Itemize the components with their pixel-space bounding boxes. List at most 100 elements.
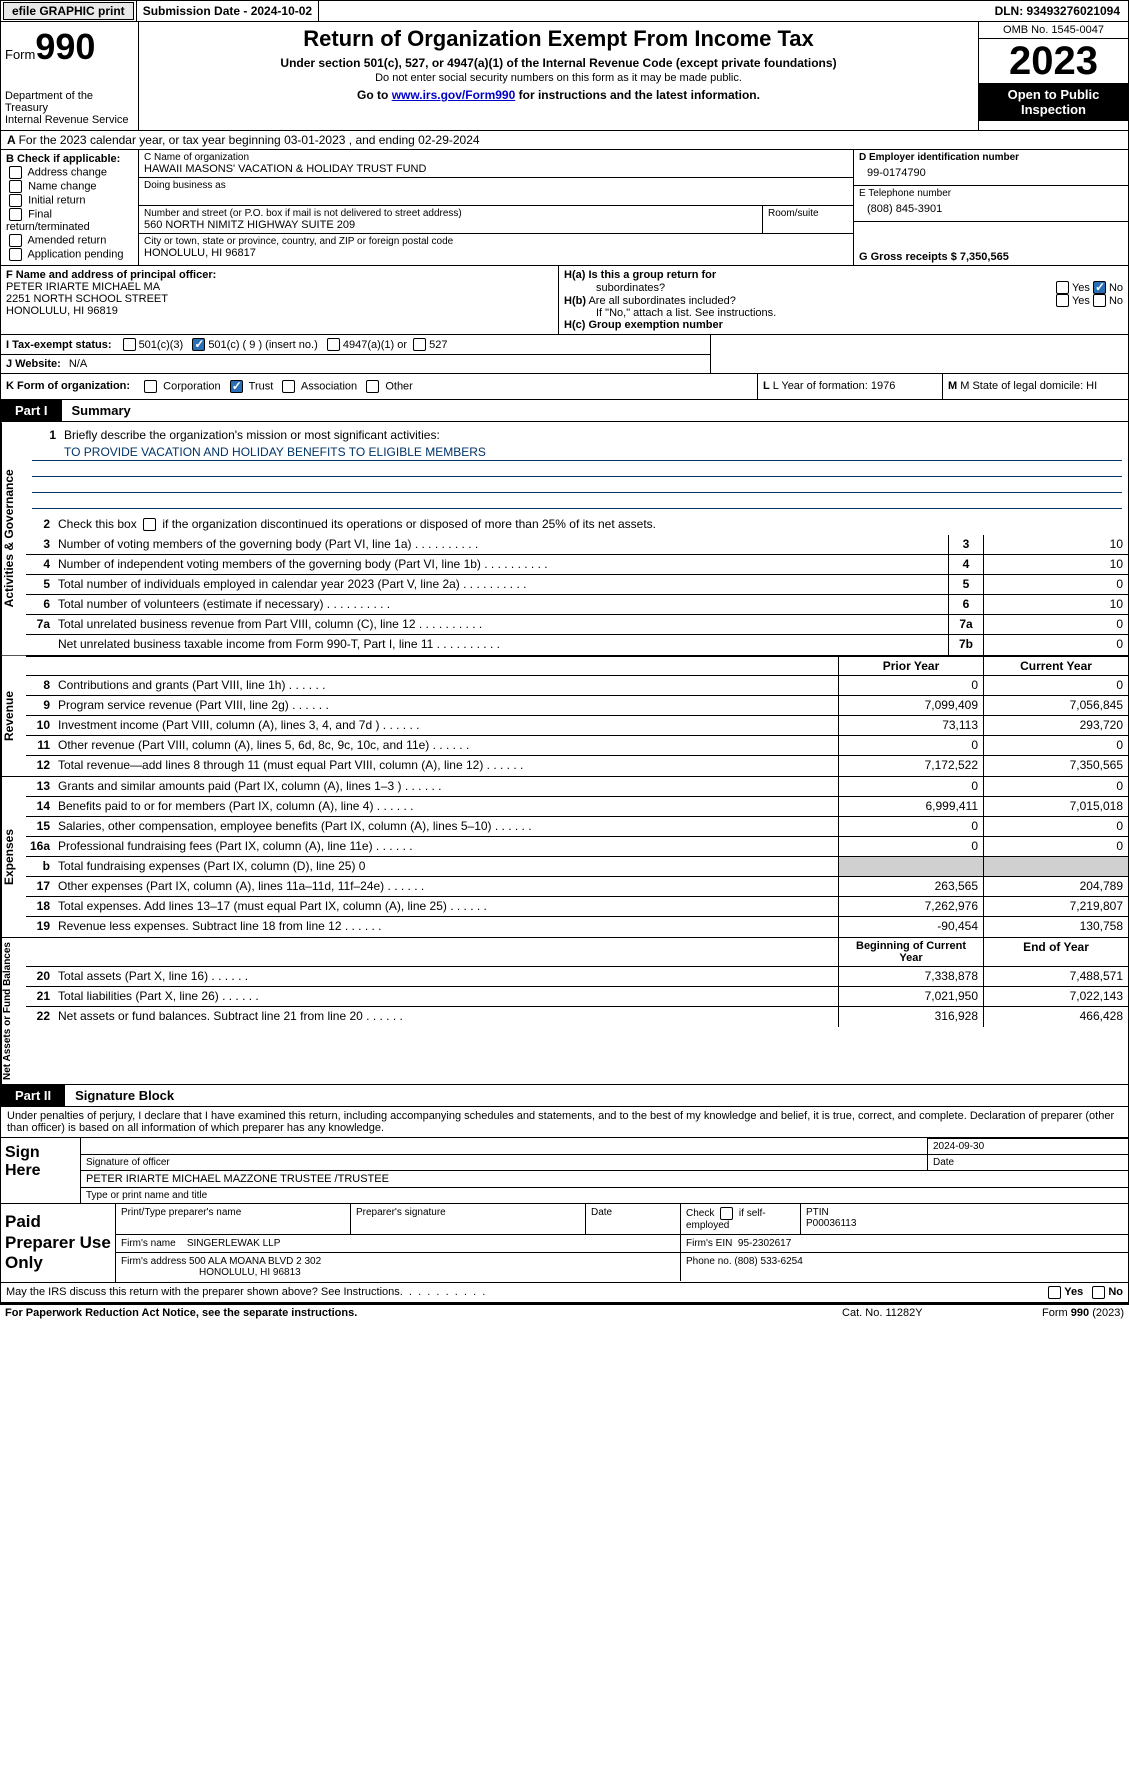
checkbox-hb-yes[interactable]: [1056, 294, 1069, 307]
checkbox-amended-return[interactable]: [9, 234, 22, 247]
phone-label: E Telephone number: [859, 188, 1123, 199]
addr-value: 560 NORTH NIMITZ HIGHWAY SUITE 209: [144, 219, 757, 231]
org-name-label: C Name of organization: [144, 152, 848, 163]
line-a-tax-year: A For the 2023 calendar year, or tax yea…: [0, 131, 1129, 150]
mission-value: TO PROVIDE VACATION AND HOLIDAY BENEFITS…: [32, 444, 1122, 461]
hb-note: If "No," attach a list. See instructions…: [564, 307, 1123, 319]
revenue-section: Revenue Prior Year Current Year 8 Contri…: [0, 656, 1129, 777]
firm-name: SINGERLEWAK LLP: [187, 1238, 281, 1249]
box-k: K Form of organization: Corporation Trus…: [1, 374, 758, 399]
dba-label: Doing business as: [144, 180, 848, 191]
checkbox-hb-no[interactable]: [1093, 294, 1106, 307]
firm-addr2: HONOLULU, HI 96813: [121, 1267, 675, 1278]
discuss-text: May the IRS discuss this return with the…: [6, 1286, 1045, 1298]
page-footer: For Paperwork Reduction Act Notice, see …: [0, 1303, 1129, 1321]
form-title: Return of Organization Exempt From Incom…: [143, 26, 974, 52]
checkbox-501c3[interactable]: [123, 338, 136, 351]
preparer-date-label: Date: [586, 1204, 681, 1234]
box-j: J Website: N/A: [0, 355, 711, 374]
table-row: 5 Total number of individuals employed i…: [26, 575, 1128, 595]
signature-declaration: Under penalties of perjury, I declare th…: [0, 1107, 1129, 1138]
checkbox-name-change[interactable]: [9, 180, 22, 193]
website-value: N/A: [69, 358, 87, 370]
checkbox-initial-return[interactable]: [9, 194, 22, 207]
checkbox-discuss-yes[interactable]: [1048, 1286, 1061, 1299]
checkbox-other[interactable]: [366, 380, 379, 393]
table-row: 11 Other revenue (Part VIII, column (A),…: [26, 736, 1128, 756]
sign-date: 2024-09-30: [928, 1138, 1128, 1154]
table-row: 22 Net assets or fund balances. Subtract…: [26, 1007, 1128, 1027]
box-b: B Check if applicable: Address change Na…: [1, 150, 139, 265]
irs-label: Internal Revenue Service: [5, 114, 134, 126]
header-subtitle-1: Under section 501(c), 527, or 4947(a)(1)…: [143, 56, 974, 70]
officer-addr2: HONOLULU, HI 96819: [6, 305, 553, 317]
paid-preparer-section: Paid Preparer Use Only Print/Type prepar…: [0, 1204, 1129, 1282]
firm-ein: 95-2302617: [738, 1238, 791, 1249]
checkbox-application-pending[interactable]: [9, 248, 22, 261]
table-row: 3 Number of voting members of the govern…: [26, 535, 1128, 555]
section-fh: F Name and address of principal officer:…: [0, 266, 1129, 335]
table-row: 16a Professional fundraising fees (Part …: [26, 837, 1128, 857]
ptin-label: PTIN: [806, 1207, 1123, 1218]
part2-title: Signature Block: [65, 1088, 174, 1103]
checkbox-discuss-no[interactable]: [1092, 1286, 1105, 1299]
sign-here-label: Sign Here: [1, 1138, 81, 1203]
irs-link[interactable]: www.irs.gov/Form990: [392, 88, 516, 102]
checkbox-527[interactable]: [413, 338, 426, 351]
firm-addr1: 500 ALA MOANA BLVD 2 302: [189, 1256, 321, 1267]
checkbox-association[interactable]: [282, 380, 295, 393]
efile-print-button[interactable]: efile GRAPHIC print: [3, 2, 134, 20]
table-row: 6 Total number of volunteers (estimate i…: [26, 595, 1128, 615]
box-f: F Name and address of principal officer:…: [1, 266, 559, 334]
checkbox-ha-yes[interactable]: [1056, 281, 1069, 294]
netassets-vlabel: Net Assets or Fund Balances: [1, 938, 26, 1084]
table-row: 9 Program service revenue (Part VIII, li…: [26, 696, 1128, 716]
checkbox-ha-no[interactable]: [1093, 281, 1106, 294]
section-bcd: B Check if applicable: Address change Na…: [0, 150, 1129, 266]
end-year-header: End of Year: [983, 938, 1128, 966]
checkbox-address-change[interactable]: [9, 166, 22, 179]
checkbox-final-return[interactable]: [9, 208, 22, 221]
preparer-name-label: Print/Type preparer's name: [116, 1204, 351, 1234]
table-row: 10 Investment income (Part VIII, column …: [26, 716, 1128, 736]
form-header: Form990 Department of the Treasury Inter…: [0, 22, 1129, 131]
top-bar: efile GRAPHIC print Submission Date - 20…: [0, 0, 1129, 22]
governance-vlabel: Activities & Governance: [1, 422, 26, 655]
checkbox-501c[interactable]: [192, 338, 205, 351]
checkbox-trust[interactable]: [230, 380, 243, 393]
checkbox-self-employed[interactable]: [720, 1207, 733, 1220]
box-c: C Name of organization HAWAII MASONS' VA…: [139, 150, 853, 265]
table-row: 17 Other expenses (Part IX, column (A), …: [26, 877, 1128, 897]
box-h: H(a) Is this a group return for subordin…: [559, 266, 1128, 334]
ptin-value: P00036113: [806, 1218, 1123, 1229]
paperwork-notice: For Paperwork Reduction Act Notice, see …: [5, 1307, 842, 1319]
header-right-col: OMB No. 1545-0047 2023 Open to Public In…: [978, 22, 1128, 130]
part2-header: Part II Signature Block: [0, 1085, 1129, 1107]
form-footer-label: Form 990 (2023): [1042, 1307, 1124, 1319]
table-row: 19 Revenue less expenses. Subtract line …: [26, 917, 1128, 937]
sign-here-section: Sign Here 2024-09-30 Signature of office…: [0, 1138, 1129, 1204]
table-row: 21 Total liabilities (Part X, line 26) 7…: [26, 987, 1128, 1007]
mission-label: Briefly describe the organization's miss…: [60, 426, 1122, 444]
part1-title: Summary: [62, 403, 131, 418]
part1-header: Part I Summary: [0, 400, 1129, 422]
ein-value: 99-0174790: [859, 163, 1123, 183]
preparer-sig-label: Preparer's signature: [351, 1204, 586, 1234]
box-m: M M State of legal domicile: HI: [943, 374, 1128, 399]
city-label: City or town, state or province, country…: [144, 236, 848, 247]
ein-label: D Employer identification number: [859, 152, 1123, 163]
phone-value: (808) 845-3901: [859, 199, 1123, 219]
box-d: D Employer identification number 99-0174…: [853, 150, 1128, 265]
name-title-label: Type or print name and title: [81, 1188, 1128, 1203]
revenue-vlabel: Revenue: [1, 656, 26, 776]
org-name-value: HAWAII MASONS' VACATION & HOLIDAY TRUST …: [144, 163, 848, 175]
table-row: 4 Number of independent voting members o…: [26, 555, 1128, 575]
governance-section: Activities & Governance 1 Briefly descri…: [0, 422, 1129, 656]
table-row: 13 Grants and similar amounts paid (Part…: [26, 777, 1128, 797]
checkbox-discontinued[interactable]: [143, 518, 156, 531]
table-row: 7a Total unrelated business revenue from…: [26, 615, 1128, 635]
sig-date-label: Date: [928, 1155, 1128, 1170]
checkbox-corporation[interactable]: [144, 380, 157, 393]
checkbox-4947[interactable]: [327, 338, 340, 351]
table-row: Net unrelated business taxable income fr…: [26, 635, 1128, 655]
